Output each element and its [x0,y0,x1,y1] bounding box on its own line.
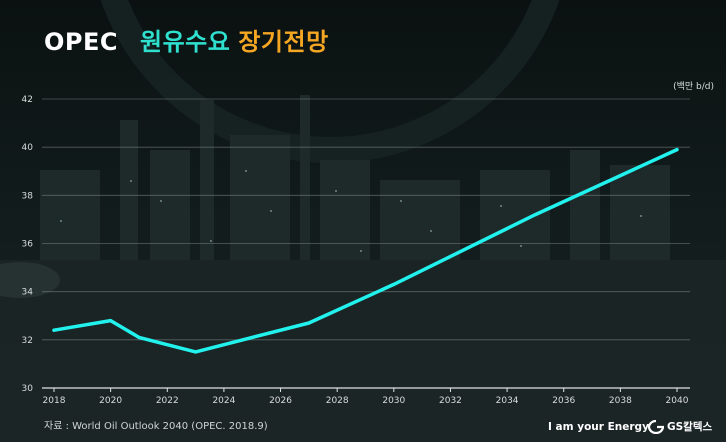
x-tick-labels: 2018 2020 2022 2024 2026 2028 2030 2032 2034 2036… [43,396,689,406]
x-tick-label: 2036 [552,396,575,406]
x-tick-label: 2028 [326,396,349,406]
data-point [392,282,396,287]
y-tick-label: 30 [22,384,34,394]
data-point [137,335,141,340]
data-point [109,318,113,323]
gs-logo-icon [648,419,664,434]
x-tick-label: 2034 [496,396,519,406]
unit-label: (백만 b/d) [673,82,714,92]
data-point [250,335,254,340]
gridlines [42,98,690,341]
data-point [675,147,679,152]
title-suffix: 장기전망 [238,28,329,56]
title-main: 원유수요 [140,28,231,56]
data-point [307,321,311,325]
data-point [533,213,538,217]
y-tick-label: 34 [22,288,34,298]
y-tick-labels: 30 32 34 36 38 40 42 [22,95,34,394]
x-tick-label: 2018 [43,396,66,406]
data-point [52,328,56,332]
x-tick-label: 2022 [156,396,179,406]
y-tick-label: 38 [22,191,34,201]
chart-title: OPEC 원유수요 장기전망 [44,22,329,57]
title-prefix: OPEC [44,28,118,56]
x-tick-label: 2030 [382,396,405,406]
x-tick-label: 2026 [269,396,292,406]
y-tick-label: 42 [22,95,33,105]
brand-name: GS칼텍스 [667,421,713,433]
x-tick-label: 2040 [666,396,689,406]
x-tick-label: 2032 [439,396,462,406]
x-tick-label: 2024 [212,396,235,406]
series-group [52,147,679,354]
slogan: I am your Energy [548,421,649,433]
source-note: 자료 : World Oil Outlook 2040 (OPEC. 2018.… [44,421,268,432]
x-tick-label: 2020 [99,396,122,406]
series-line-0 [52,147,679,354]
x-tick-label: 2038 [609,396,632,406]
y-tick-label: 36 [22,240,34,250]
y-tick-label: 40 [22,143,34,153]
x-axis [42,387,690,392]
data-point [193,350,198,354]
y-tick-label: 32 [22,336,33,346]
brand-logo: GS칼텍스 [648,419,712,434]
